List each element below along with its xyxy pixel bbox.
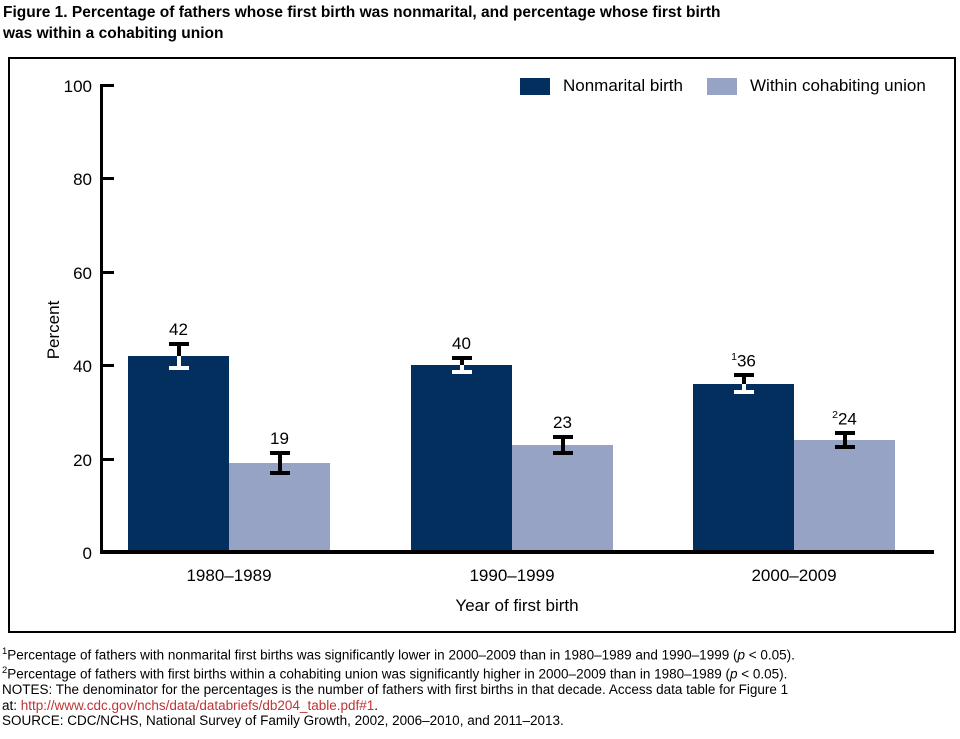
footnote-text: < 0.05). [737, 666, 788, 682]
bar [229, 463, 330, 552]
footnotes: 1Percentage of fathers with nonmarital f… [2, 644, 958, 729]
footnote-text: p [729, 666, 738, 682]
error-bar-stem-lower [277, 463, 282, 474]
footnote-line: 2Percentage of fathers with first births… [2, 663, 958, 682]
error-bar-stem-upper [277, 453, 282, 464]
figure-title: Figure 1. Percentage of fathers whose fi… [3, 4, 721, 42]
legend-swatch-icon [707, 77, 737, 95]
y-tick-label: 20 [73, 450, 92, 470]
error-bar-stem-lower [176, 355, 181, 368]
y-tick-label: 0 [82, 544, 92, 563]
bar-value-label: 136 [731, 351, 756, 372]
error-bar-cap-bottom [733, 390, 754, 395]
error-bar-cap-bottom [168, 365, 189, 370]
footnote-text: Percentage of fathers with nonmarital fi… [7, 647, 738, 663]
x-category-label: 2000–2009 [751, 566, 837, 585]
bar [794, 439, 895, 552]
bar-value-label: 23 [553, 412, 572, 432]
error-bar-stem-upper [176, 344, 181, 356]
bar-value-label: 224 [832, 408, 857, 429]
error-bar-cap-bottom [552, 450, 573, 455]
footnote-line: at: http://www.cdc.gov/nchs/data/databri… [2, 698, 958, 714]
error-bar-cap-bottom [269, 471, 290, 476]
footnote-text: 1 [2, 646, 8, 657]
legend-item: Within cohabiting union [707, 76, 926, 96]
footnote-text: . [374, 697, 379, 713]
y-tick-label: 40 [73, 357, 92, 377]
y-axis-line [100, 85, 103, 552]
legend-item: Nonmarital birth [520, 76, 683, 96]
error-bar-stem-upper [560, 436, 565, 445]
y-axis-tick [100, 364, 114, 368]
y-axis-tick [100, 457, 114, 461]
bar-value-label: 40 [452, 334, 471, 354]
footnote-line: SOURCE: CDC/NCHS, National Survey of Fam… [2, 713, 958, 729]
y-axis-tick [100, 84, 114, 87]
bar-value-label: 42 [169, 320, 188, 340]
x-category-label: 1990–1999 [469, 566, 555, 585]
footnote-text: < 0.05). [744, 647, 795, 663]
footnote-text: p [737, 647, 745, 663]
footnote-text: SOURCE: CDC/NCHS, National Survey of Fam… [2, 713, 564, 729]
error-bar-stem-lower [842, 439, 847, 447]
bar [411, 365, 512, 552]
footnote-line: NOTES: The denominator for the percentag… [2, 682, 958, 698]
data-table-link[interactable]: http://www.cdc.gov/nchs/data/databriefs/… [20, 697, 375, 713]
y-axis-tick [100, 270, 114, 274]
error-bar-cap-bottom [451, 370, 472, 375]
error-bar-cap-bottom [834, 444, 855, 449]
legend-swatch-icon [520, 77, 550, 95]
footnote-text: 2 [2, 665, 8, 677]
x-category-label: 1980–1989 [186, 566, 272, 585]
bar [512, 444, 613, 552]
bar [693, 383, 794, 552]
error-bar-stem-lower [741, 383, 746, 393]
x-axis-line [100, 550, 934, 554]
x-axis-title: Year of first birth [455, 596, 579, 615]
footnote-text: at: [2, 697, 21, 713]
y-tick-label: 60 [73, 263, 92, 283]
bar-value-label: 19 [270, 429, 289, 449]
footnote-text: Percentage of fathers with first births … [7, 666, 730, 682]
footnote-line: 1Percentage of fathers with nonmarital f… [2, 644, 958, 663]
footnote-text: NOTES: The denominator for the percentag… [2, 682, 789, 698]
error-bar-stem-upper [741, 375, 746, 384]
error-bar-stem-upper [842, 432, 847, 440]
y-tick-label: 80 [73, 170, 92, 190]
error-bar-stem-lower [459, 365, 464, 373]
y-tick-label: 100 [63, 77, 92, 96]
error-bar-stem-lower [560, 444, 565, 453]
legend-label: Nonmarital birth [563, 76, 683, 95]
bar [128, 355, 229, 552]
legend-label: Within cohabiting union [750, 76, 926, 95]
y-axis-tick [100, 177, 114, 181]
error-bar-stem-upper [459, 358, 464, 366]
y-axis-title: Percent [44, 300, 63, 360]
